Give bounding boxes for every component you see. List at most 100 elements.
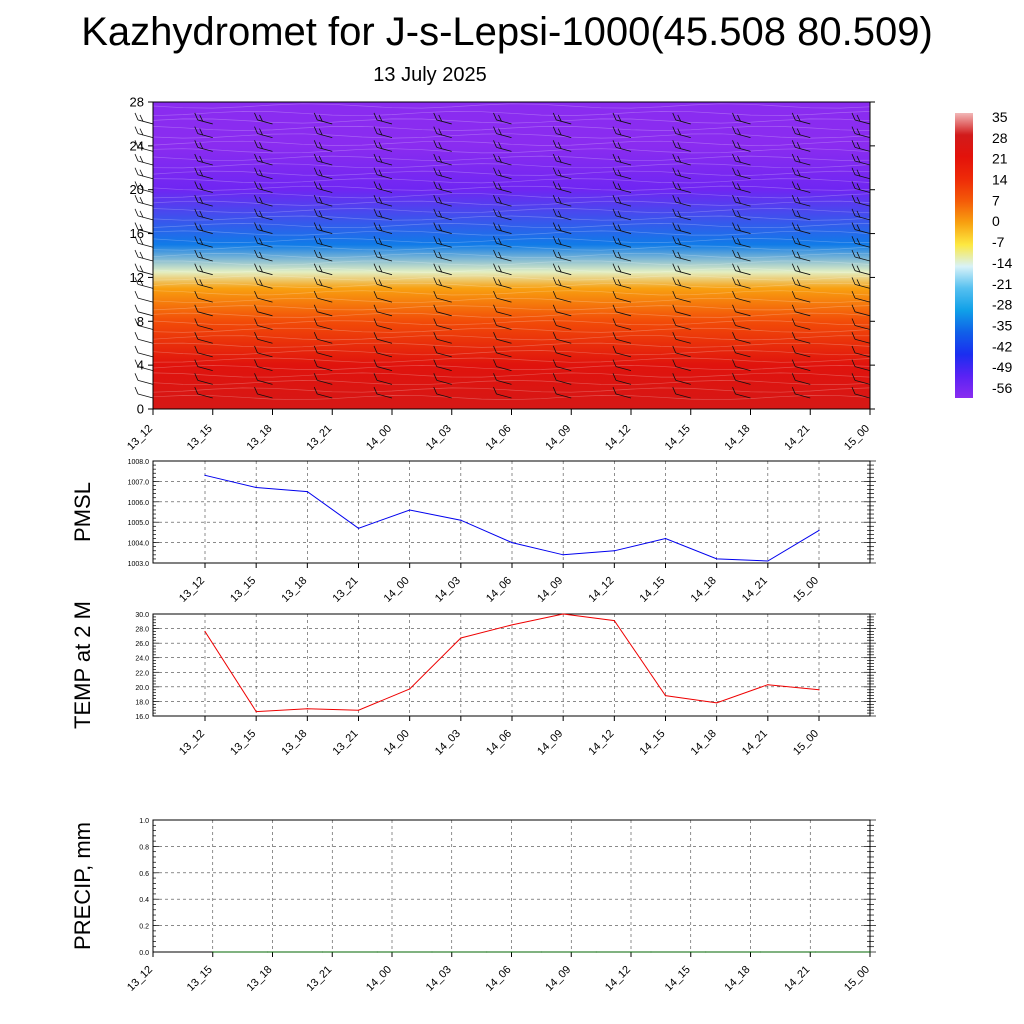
wind-barb <box>254 304 273 317</box>
wind-barb <box>134 304 154 317</box>
wind-barb <box>851 359 871 372</box>
wind-barb <box>791 373 811 385</box>
ytick-label: 0.6 <box>139 871 149 878</box>
xtick-label: 14_12 <box>603 964 633 994</box>
contour-line <box>152 133 871 139</box>
contour-line <box>152 282 871 288</box>
wind-barb <box>313 332 333 344</box>
wind-barb <box>672 304 691 317</box>
wind-barb <box>313 181 333 193</box>
grid-lines <box>153 460 870 564</box>
wind-barb <box>791 249 811 262</box>
wind-barb <box>672 386 691 399</box>
wind-barb <box>672 140 691 152</box>
wind-barb <box>851 153 871 166</box>
profile-ytick-label: 12 <box>130 270 144 285</box>
wind-barb <box>552 345 572 358</box>
wind-barb <box>672 263 691 276</box>
contour-line <box>152 320 871 326</box>
wind-barb <box>791 332 811 344</box>
wind-barb <box>194 345 213 358</box>
wind-barb <box>134 345 154 358</box>
wind-barb <box>254 359 273 372</box>
contour-line <box>152 275 871 281</box>
contour-line <box>152 238 871 243</box>
contour-line <box>152 208 871 214</box>
wind-barb <box>612 373 632 385</box>
contour-line <box>152 357 871 363</box>
profile-ytick-label: 8 <box>137 314 144 329</box>
wind-barb <box>313 195 333 207</box>
ytick-label: 0.2 <box>139 924 149 931</box>
ytick-label: 22.0 <box>135 670 149 677</box>
wind-barb <box>493 290 512 303</box>
xtick-label: 14_15 <box>638 575 668 605</box>
wind-barb <box>612 386 632 399</box>
data-point <box>562 613 564 615</box>
contour-line <box>152 223 871 229</box>
wind-barb <box>134 112 154 125</box>
colorbar-fill <box>955 113 973 398</box>
contour-line <box>152 290 871 296</box>
wind-barb <box>254 167 273 180</box>
wind-barb <box>672 208 691 221</box>
xtick-label: 13_12 <box>125 964 155 994</box>
wind-barb <box>732 277 751 289</box>
panel-ylabel: PRECIP, mm <box>70 822 95 950</box>
xtick-label: 14_12 <box>586 728 616 758</box>
wind-barb <box>791 153 811 166</box>
wind-barb <box>254 195 273 207</box>
data-point <box>869 951 871 953</box>
contour-line <box>152 103 871 109</box>
contour-line <box>152 342 871 348</box>
wind-barb <box>791 222 811 234</box>
data-point <box>460 637 462 639</box>
wind-barb <box>313 345 333 358</box>
contour-line <box>152 253 871 259</box>
wind-barb <box>493 345 512 358</box>
ytick-label: 26.0 <box>135 641 149 648</box>
wind-barb <box>373 304 393 317</box>
wind-barb <box>851 304 871 317</box>
grid-lines <box>153 613 870 717</box>
ytick-label: 0.8 <box>139 844 149 851</box>
ytick-label: 1008.0 <box>128 459 150 466</box>
panel-ylabel: TEMP at 2 M <box>70 601 95 729</box>
wind-barb <box>552 249 572 262</box>
wind-barb <box>552 222 572 234</box>
data-point <box>767 684 769 686</box>
wind-barb <box>194 263 213 276</box>
wind-barb <box>134 140 154 152</box>
data-point <box>540 951 543 953</box>
wind-barb <box>732 181 751 193</box>
wind-barb <box>194 195 213 207</box>
data-point <box>716 702 718 704</box>
wind-barb <box>851 290 871 303</box>
profile-xtick-label: 14_12 <box>603 423 633 453</box>
wind-barb <box>552 112 572 125</box>
wind-barb <box>134 263 154 276</box>
data-point <box>255 486 257 489</box>
ytick-label: 1004.0 <box>128 541 150 548</box>
profile-ytick-label: 28 <box>130 95 144 110</box>
wind-barb <box>612 318 632 330</box>
wind-barb <box>851 112 871 125</box>
wind-barb <box>373 332 393 344</box>
wind-barb <box>851 386 871 399</box>
wind-barb <box>433 318 452 330</box>
wind-barb <box>552 195 572 207</box>
wind-barb <box>732 126 751 139</box>
wind-barb <box>134 277 154 289</box>
wind-barb <box>313 359 333 372</box>
contour-line <box>153 260 871 266</box>
data-point <box>357 527 360 529</box>
wind-barb <box>493 126 512 139</box>
profile-xtick-label: 14_09 <box>543 423 573 453</box>
wind-barb <box>194 167 213 180</box>
wind-barb <box>134 126 154 139</box>
contour-line <box>152 170 871 176</box>
contour-line <box>152 200 871 206</box>
ytick-label: 0.4 <box>139 897 149 904</box>
data-point <box>664 537 667 540</box>
wind-barb <box>134 332 154 344</box>
